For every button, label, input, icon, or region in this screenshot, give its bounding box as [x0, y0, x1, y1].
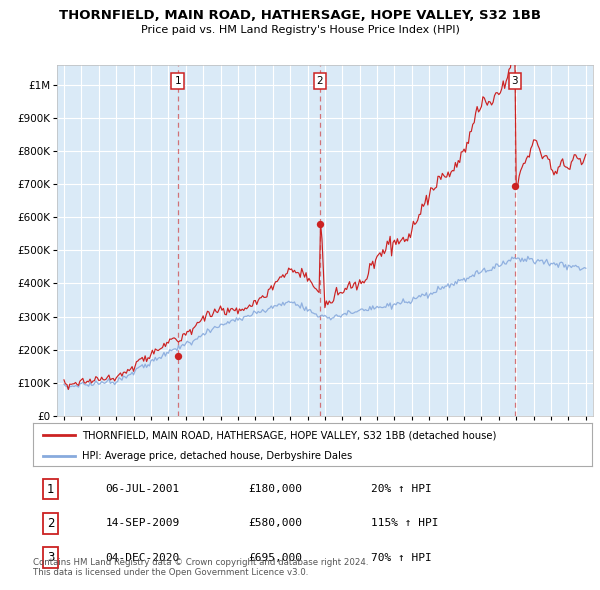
Text: THORNFIELD, MAIN ROAD, HATHERSAGE, HOPE VALLEY, S32 1BB (detached house): THORNFIELD, MAIN ROAD, HATHERSAGE, HOPE …	[82, 430, 496, 440]
Text: 06-JUL-2001: 06-JUL-2001	[106, 484, 180, 494]
Text: Price paid vs. HM Land Registry's House Price Index (HPI): Price paid vs. HM Land Registry's House …	[140, 25, 460, 35]
Text: Contains HM Land Registry data © Crown copyright and database right 2024.
This d: Contains HM Land Registry data © Crown c…	[33, 558, 368, 577]
Text: £580,000: £580,000	[248, 519, 302, 528]
Text: HPI: Average price, detached house, Derbyshire Dales: HPI: Average price, detached house, Derb…	[82, 451, 352, 461]
Text: 3: 3	[512, 76, 518, 86]
Text: 115% ↑ HPI: 115% ↑ HPI	[371, 519, 439, 528]
Text: 1: 1	[175, 76, 181, 86]
Text: THORNFIELD, MAIN ROAD, HATHERSAGE, HOPE VALLEY, S32 1BB: THORNFIELD, MAIN ROAD, HATHERSAGE, HOPE …	[59, 9, 541, 22]
Text: 3: 3	[47, 551, 55, 564]
Text: 14-SEP-2009: 14-SEP-2009	[106, 519, 180, 528]
Text: 70% ↑ HPI: 70% ↑ HPI	[371, 553, 432, 562]
Text: £180,000: £180,000	[248, 484, 302, 494]
Text: 2: 2	[317, 76, 323, 86]
Text: £695,000: £695,000	[248, 553, 302, 562]
Text: 1: 1	[47, 483, 55, 496]
Point	[510, 181, 520, 191]
Point	[173, 352, 182, 361]
Text: 04-DEC-2020: 04-DEC-2020	[106, 553, 180, 562]
Point	[315, 219, 325, 228]
Text: 20% ↑ HPI: 20% ↑ HPI	[371, 484, 432, 494]
Text: 2: 2	[47, 517, 55, 530]
